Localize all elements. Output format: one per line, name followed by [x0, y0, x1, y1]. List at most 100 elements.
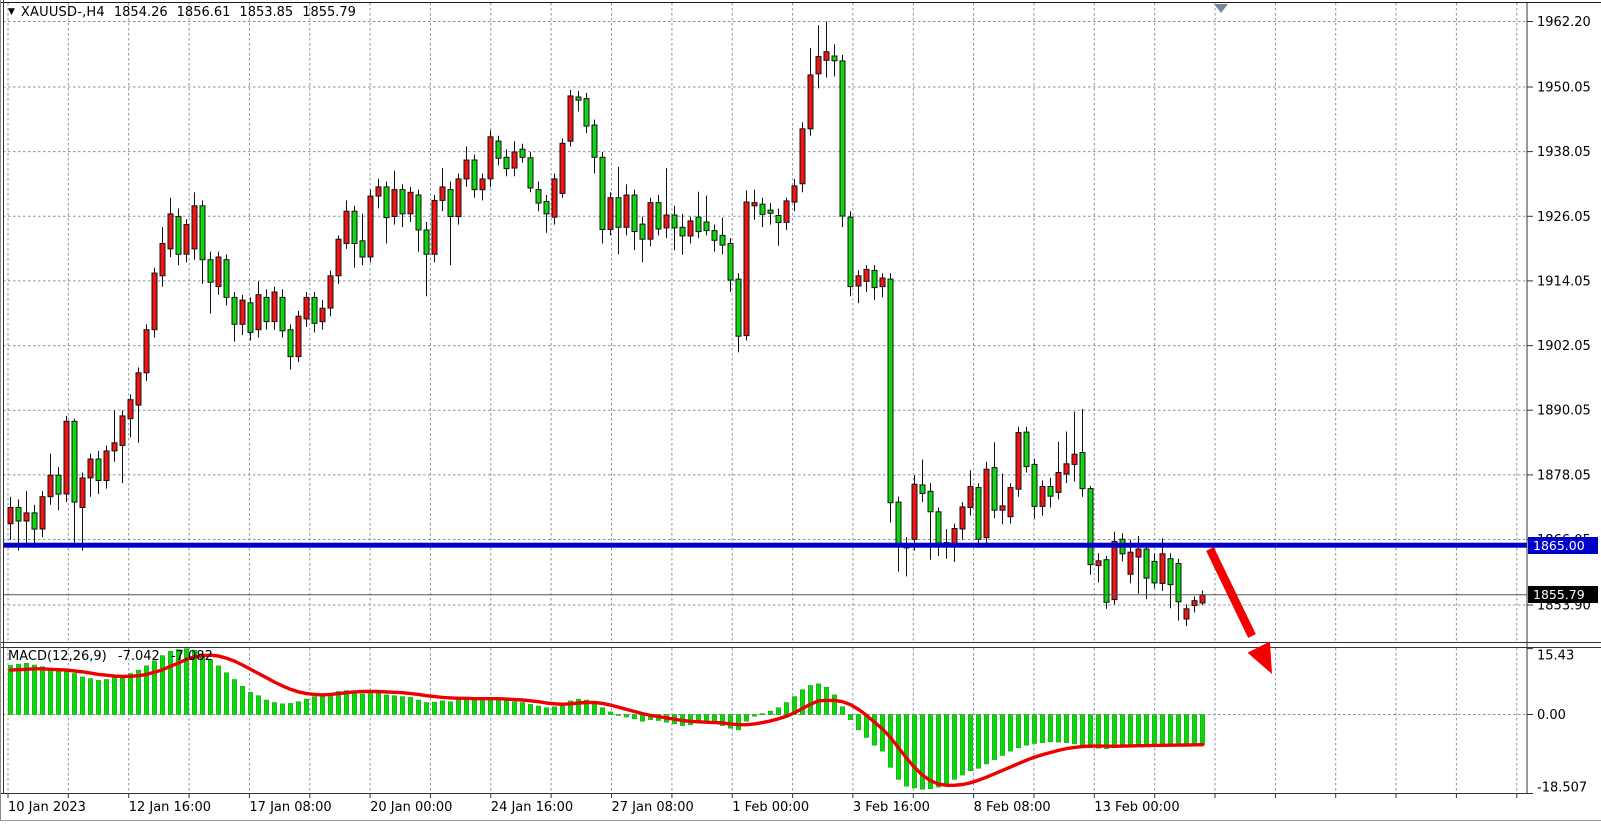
price-axis-label: 1914.05	[1537, 274, 1591, 289]
macd-histogram-bar	[496, 699, 501, 715]
candle-body	[535, 189, 542, 204]
macd-histogram-bar	[176, 649, 181, 715]
price-axis-label: 1938.05	[1537, 145, 1591, 160]
candle-body	[295, 315, 302, 358]
candle-body	[79, 477, 86, 508]
candle-body	[279, 296, 286, 332]
macd-histogram-bar	[1128, 714, 1133, 747]
macd-histogram-bar	[120, 675, 125, 715]
macd-histogram-bar	[784, 702, 789, 715]
time-axis-label: 17 Jan 08:00	[249, 800, 331, 815]
macd-histogram-bar	[480, 700, 485, 715]
time-axis-label: 27 Jan 08:00	[612, 800, 694, 815]
macd-histogram-bar	[440, 700, 445, 715]
candle-body	[1199, 594, 1206, 604]
candle-body	[23, 512, 30, 522]
candle-body	[487, 136, 494, 180]
macd-histogram-bar	[1200, 714, 1205, 745]
chart-shift-marker-icon[interactable]	[1214, 4, 1228, 13]
candle-body	[447, 189, 454, 218]
macd-histogram-bar	[344, 690, 349, 715]
time-axis-label: 12 Jan 16:00	[129, 800, 211, 815]
macd-histogram-bar	[368, 693, 373, 715]
panel-separator[interactable]	[0, 642, 1601, 648]
macd-histogram-bar	[528, 704, 533, 715]
time-axis-label: 8 Feb 08:00	[974, 800, 1051, 815]
candle-body	[103, 450, 110, 481]
candle-body	[1063, 463, 1070, 475]
candle-body	[495, 140, 502, 159]
macd-histogram-bar	[400, 696, 405, 715]
current-price-tag: 1855.79	[1528, 586, 1598, 603]
candle-body	[455, 178, 462, 218]
candle-body	[951, 528, 958, 545]
macd-histogram-bar	[776, 707, 781, 715]
candle-body	[983, 468, 990, 539]
macd-histogram-bar	[352, 692, 357, 715]
macd-histogram-bar	[104, 679, 109, 715]
candle-body	[799, 128, 806, 185]
candle-body	[503, 156, 510, 170]
candle-body	[519, 148, 526, 158]
trend-arrow[interactable]	[1206, 547, 1256, 638]
macd-histogram-bar	[1160, 714, 1165, 746]
candle-body	[439, 186, 446, 201]
time-axis-label: 13 Feb 00:00	[1094, 800, 1179, 815]
candle-body	[87, 458, 94, 479]
macd-axis-label: 15.43	[1537, 649, 1574, 664]
candle-body	[543, 201, 550, 215]
symbol-timeframe-label: XAUUSD-,H4	[20, 5, 105, 20]
macd-histogram-bar	[488, 699, 493, 715]
macd-histogram-bar	[728, 714, 733, 729]
candle-body	[623, 194, 630, 228]
macd-histogram-bar	[408, 697, 413, 715]
candle-body	[1039, 486, 1046, 507]
candle-body	[1183, 608, 1190, 620]
candle-body	[263, 296, 270, 323]
time-axis-label: 3 Feb 16:00	[853, 800, 930, 815]
macd-histogram-bar	[320, 694, 325, 715]
candle-body	[575, 96, 582, 101]
candle-body	[95, 458, 102, 481]
macd-histogram-bar	[1152, 714, 1157, 746]
candle-body	[223, 259, 230, 298]
macd-histogram-bar	[112, 677, 117, 715]
candle-body	[1127, 551, 1134, 575]
candle-body	[1087, 488, 1094, 566]
macd-histogram-bar	[832, 694, 837, 715]
candle-body	[751, 202, 758, 207]
time-axis-label: 20 Jan 00:00	[370, 800, 452, 815]
candle-body	[631, 194, 638, 233]
macd-histogram-bar	[272, 702, 277, 715]
candle-body	[215, 256, 222, 288]
candle-body	[735, 278, 742, 337]
candle-body	[1095, 560, 1102, 567]
candle-body	[127, 399, 134, 420]
horizontal-line-1865[interactable]	[3, 542, 1527, 548]
collapse-triangle-icon: ▼	[8, 6, 15, 17]
candle-body	[287, 329, 294, 358]
macd-histogram-bar	[624, 714, 629, 718]
macd-histogram-bar	[472, 699, 477, 715]
macd-histogram-bar	[808, 685, 813, 715]
candle-body	[1111, 540, 1118, 601]
macd-histogram-bar	[576, 698, 581, 715]
candle-body	[399, 189, 406, 215]
candle-body	[1079, 452, 1086, 490]
time-axis-label: 10 Jan 2023	[8, 800, 86, 815]
price-axis-label: 1890.05	[1537, 404, 1591, 419]
macd-histogram-bar	[328, 692, 333, 715]
macd-histogram-bar	[1000, 714, 1005, 756]
candle-body	[247, 302, 254, 333]
candle-body	[687, 220, 694, 237]
macd-histogram-bar	[1184, 714, 1189, 745]
macd-histogram-bar	[1144, 714, 1149, 746]
macd-histogram-bar	[280, 703, 285, 715]
macd-histogram-bar	[80, 676, 85, 715]
macd-histogram-bar	[632, 714, 637, 720]
candle-body	[111, 442, 118, 452]
macd-histogram-bar	[256, 695, 261, 715]
chart-title: ▼ XAUUSD-,H4 1854.26 1856.61 1853.85 185…	[8, 5, 356, 20]
macd-histogram-bar	[960, 714, 965, 776]
